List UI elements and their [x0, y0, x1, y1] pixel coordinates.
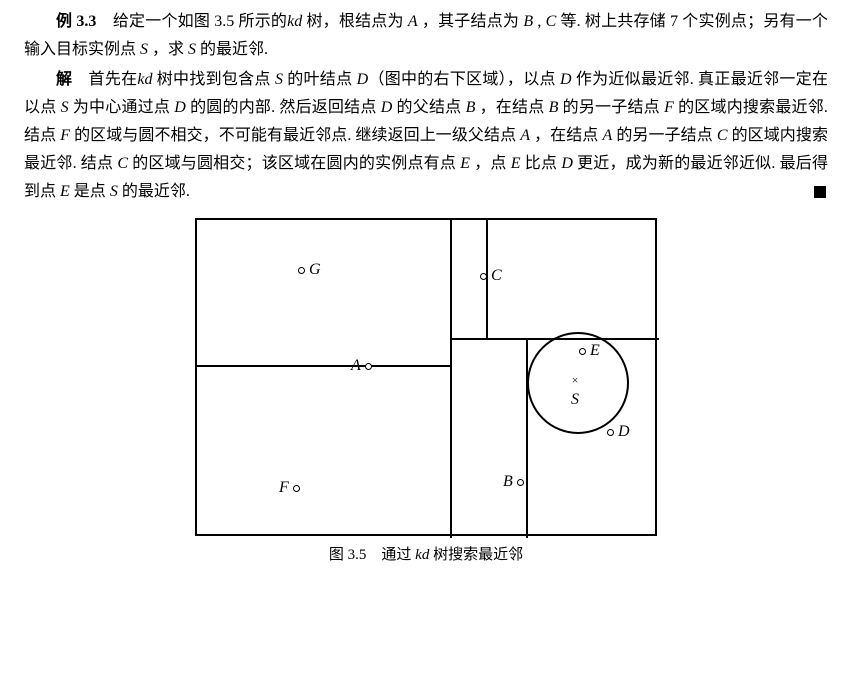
point-label: G [309, 256, 321, 284]
var-D: D [357, 71, 369, 88]
text: 树，根结点为 [302, 13, 408, 30]
text: ，点 [470, 155, 511, 172]
kd-term: kd [287, 13, 302, 30]
text: ，求 [148, 41, 188, 58]
var-D: D [174, 99, 186, 116]
var-F: F [60, 127, 70, 144]
var-B: B [523, 13, 533, 30]
point-C: C [480, 262, 502, 290]
point-label: B [503, 468, 513, 496]
caption-text: 树搜索最近邻 [429, 547, 523, 563]
text: 比点 [521, 155, 562, 172]
var-A: A [602, 127, 612, 144]
var-A: A [408, 13, 418, 30]
text: 树中找到包含点 [153, 71, 275, 88]
circle-marker-icon [517, 479, 524, 486]
point-label: A [351, 352, 361, 380]
point-label: S [571, 386, 579, 414]
point-E: E [579, 337, 600, 365]
example-label: 例 3.3 [56, 13, 96, 30]
text: ，在结点 [475, 99, 548, 116]
point-label: D [618, 418, 630, 446]
circle-marker-icon [607, 429, 614, 436]
kd-term: kd [415, 547, 429, 563]
var-S: S [61, 99, 69, 116]
example-heading-paragraph: 例 3.3 给定一个如图 3.5 所示的kd 树，根结点为 A ，其子结点为 B… [24, 8, 828, 64]
solution-label: 解 [56, 71, 72, 88]
text: （图中的右下区域），以点 [368, 71, 560, 88]
text: 的最近邻. [196, 41, 268, 58]
var-B: B [549, 99, 559, 116]
var-E: E [460, 155, 470, 172]
kd-tree-figure: G C A E ×S D F B [195, 218, 657, 536]
circle-marker-icon [298, 267, 305, 274]
point-label: F [279, 474, 289, 502]
var-E: E [60, 183, 70, 200]
text: ，在结点 [530, 127, 602, 144]
var-S: S [275, 71, 283, 88]
var-C: C [546, 13, 557, 30]
var-D: D [560, 71, 572, 88]
circle-marker-icon [480, 273, 487, 280]
point-B: B [503, 468, 524, 496]
text: 为中心通过点 [69, 99, 175, 116]
point-label: C [491, 262, 502, 290]
point-G: G [298, 256, 321, 284]
text: 是点 [70, 183, 110, 200]
var-D: D [381, 99, 393, 116]
circle-marker-icon [365, 363, 372, 370]
point-F: F [279, 474, 300, 502]
figure-container: G C A E ×S D F B 图 3.5 通过 kd 树搜索最近邻 [24, 218, 828, 568]
text: 首先在 [72, 71, 137, 88]
point-A: A [351, 352, 372, 380]
caption-text: 图 3.5 通过 [329, 547, 415, 563]
split-line-left [197, 365, 450, 367]
var-S: S [188, 41, 196, 58]
split-line-B [526, 338, 528, 538]
text: 的叶结点 [283, 71, 357, 88]
var-F: F [664, 99, 674, 116]
var-B: B [466, 99, 476, 116]
point-label: E [590, 337, 600, 365]
text: 的区域与圆相交；该区域在圆内的实例点有点 [128, 155, 460, 172]
text: 的最近邻. [118, 183, 190, 200]
point-S: ×S [571, 374, 579, 414]
var-C: C [117, 155, 128, 172]
text: 的另一子结点 [558, 99, 664, 116]
qed-square-icon [814, 186, 826, 198]
cross-marker-icon: × [572, 374, 579, 386]
var-S: S [110, 183, 118, 200]
var-A: A [520, 127, 530, 144]
text: 的另一子结点 [612, 127, 717, 144]
figure-caption: 图 3.5 通过 kd 树搜索最近邻 [329, 542, 523, 568]
circle-marker-icon [579, 348, 586, 355]
kd-term: kd [137, 71, 152, 88]
text: 的圆的内部. 然后返回结点 [186, 99, 381, 116]
text: , [533, 13, 545, 30]
text: ，其子结点为 [418, 13, 524, 30]
var-S: S [140, 41, 148, 58]
var-C: C [717, 127, 728, 144]
text: 的父结点 [392, 99, 465, 116]
solution-paragraph: 解 首先在kd 树中找到包含点 S 的叶结点 D（图中的右下区域），以点 D 作… [24, 66, 828, 206]
var-E: E [511, 155, 521, 172]
point-D: D [607, 418, 630, 446]
text: 给定一个如图 3.5 所示的 [96, 13, 287, 30]
circle-marker-icon [293, 485, 300, 492]
text: 的区域与圆不相交，不可能有最近邻点. 继续返回上一级父结点 [70, 127, 520, 144]
split-line-A [450, 220, 452, 538]
var-D: D [561, 155, 573, 172]
